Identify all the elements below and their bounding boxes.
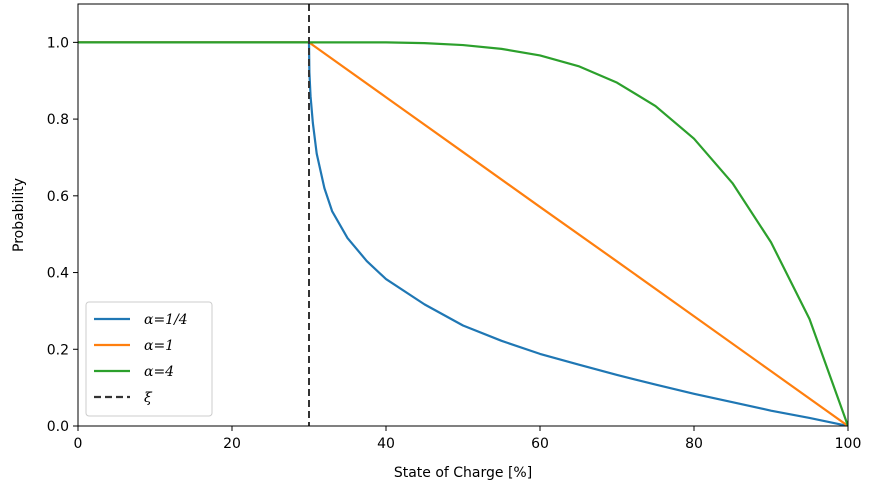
axes-layer: 0 20 40 60 80 100 0.0 0.2 0.4 0.6 0.8 1.0 bbox=[47, 3, 862, 452]
x-tick-label: 40 bbox=[377, 436, 395, 452]
plot-frame bbox=[77, 3, 849, 427]
y-tick-label: 0.4 bbox=[47, 266, 69, 282]
x-axis-label: State of Charge [%] bbox=[394, 465, 532, 481]
y-axis-label: Probability bbox=[11, 178, 27, 252]
legend: α=1/4 α=1 α=4 ξ bbox=[85, 301, 213, 417]
plot-area bbox=[78, 4, 848, 426]
x-tick-label: 80 bbox=[685, 436, 703, 452]
y-tick-label: 1.0 bbox=[47, 35, 69, 51]
y-tick-label: 0.2 bbox=[47, 342, 69, 358]
y-tick-label: 0.8 bbox=[47, 112, 69, 128]
legend-label: α=4 bbox=[144, 364, 174, 380]
x-tick-label: 100 bbox=[835, 436, 862, 452]
series-line-3 bbox=[78, 41, 848, 426]
series-layer bbox=[78, 4, 848, 426]
series-line-1 bbox=[78, 41, 848, 426]
x-tick-label: 60 bbox=[531, 436, 549, 452]
legend-label: α=1 bbox=[144, 338, 174, 354]
y-tick-label: 0.6 bbox=[47, 189, 69, 205]
legend-box bbox=[85, 301, 213, 417]
legend-label: ξ bbox=[144, 390, 153, 406]
y-tick-label: 0.0 bbox=[47, 419, 69, 435]
legend-label: α=1/4 bbox=[144, 312, 188, 328]
x-tick-label: 20 bbox=[223, 436, 241, 452]
x-tick-label: 0 bbox=[74, 436, 83, 452]
series-line-2 bbox=[78, 41, 848, 426]
